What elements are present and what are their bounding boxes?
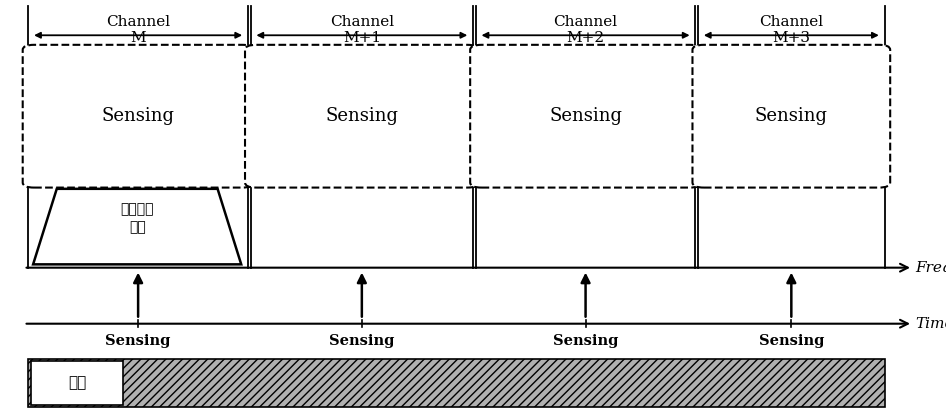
Text: Sensing: Sensing [755,107,828,125]
FancyBboxPatch shape [245,45,479,188]
Text: Channel
M+2: Channel M+2 [553,15,618,45]
Text: Time: Time [916,317,946,331]
Text: Sensing: Sensing [329,334,394,348]
Bar [28,359,885,407]
Text: Channel
M+1: Channel M+1 [330,15,394,45]
Text: Channel
M+3: Channel M+3 [760,15,823,45]
Polygon shape [33,189,241,264]
FancyBboxPatch shape [692,45,890,188]
Text: Frequency: Frequency [916,261,946,275]
Text: 静默: 静默 [68,375,86,391]
FancyBboxPatch shape [23,45,254,188]
FancyBboxPatch shape [470,45,701,188]
Text: 认知系统
占用: 认知系统 占用 [120,202,154,234]
Text: Sensing: Sensing [552,334,619,348]
Text: Sensing: Sensing [549,107,622,125]
Text: Channel
M: Channel M [106,15,170,45]
Text: Sensing: Sensing [105,334,171,348]
Text: Sensing: Sensing [101,107,175,125]
Text: Sensing: Sensing [325,107,398,125]
Text: Sensing: Sensing [759,334,824,348]
Bar [31,361,123,405]
